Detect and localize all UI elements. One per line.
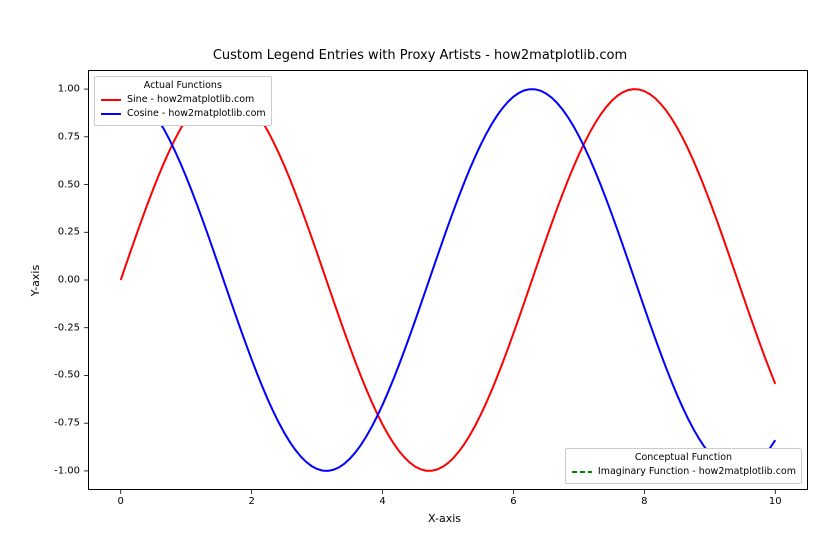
x-tick-label: 0 (118, 496, 124, 507)
y-tick-label: 0.50 (48, 179, 80, 190)
plot-spine (89, 71, 808, 490)
plot-area (88, 70, 808, 490)
legend-items: Imaginary Function - how2matplotlib.com (571, 465, 796, 479)
y-tick-label: -0.75 (48, 418, 80, 429)
y-tick-label: -0.50 (48, 370, 80, 381)
series-group (121, 89, 776, 471)
x-axis-label: X-axis (428, 512, 461, 525)
legend-title: Conceptual Function (571, 452, 796, 463)
y-tick-label: 1.00 (48, 84, 80, 95)
y-tick-marks (84, 89, 88, 471)
y-tick-label: 0.25 (48, 227, 80, 238)
legend-swatch-icon (100, 95, 122, 105)
legend-actual-functions: Actual Functions Sine - how2matplotlib.c… (94, 76, 272, 126)
legend-item: Imaginary Function - how2matplotlib.com (571, 465, 796, 479)
legend-swatch-icon (571, 467, 593, 477)
legend-label: Imaginary Function - how2matplotlib.com (598, 465, 796, 479)
legend-title: Actual Functions (100, 80, 266, 91)
y-axis-label: Y-axis (29, 265, 42, 296)
x-tick-label: 10 (769, 496, 782, 507)
series-line (121, 89, 776, 471)
x-tick-label: 2 (248, 496, 254, 507)
legend-swatch-icon (100, 109, 122, 119)
x-tick-label: 8 (641, 496, 647, 507)
series-line (121, 89, 776, 471)
legend-conceptual-function: Conceptual Function Imaginary Function -… (565, 448, 802, 484)
y-tick-label: 0.00 (48, 275, 80, 286)
x-tick-marks (121, 490, 776, 494)
legend-item: Cosine - how2matplotlib.com (100, 107, 266, 121)
y-tick-label: -1.00 (48, 465, 80, 476)
chart-title: Custom Legend Entries with Proxy Artists… (0, 48, 840, 63)
chart-figure: Custom Legend Entries with Proxy Artists… (0, 0, 840, 560)
y-tick-label: 0.75 (48, 131, 80, 142)
y-tick-label: -0.25 (48, 322, 80, 333)
legend-label: Cosine - how2matplotlib.com (127, 107, 266, 121)
legend-items: Sine - how2matplotlib.comCosine - how2ma… (100, 93, 266, 121)
x-tick-label: 6 (510, 496, 516, 507)
legend-label: Sine - how2matplotlib.com (127, 93, 254, 107)
legend-item: Sine - how2matplotlib.com (100, 93, 266, 107)
x-tick-label: 4 (379, 496, 385, 507)
